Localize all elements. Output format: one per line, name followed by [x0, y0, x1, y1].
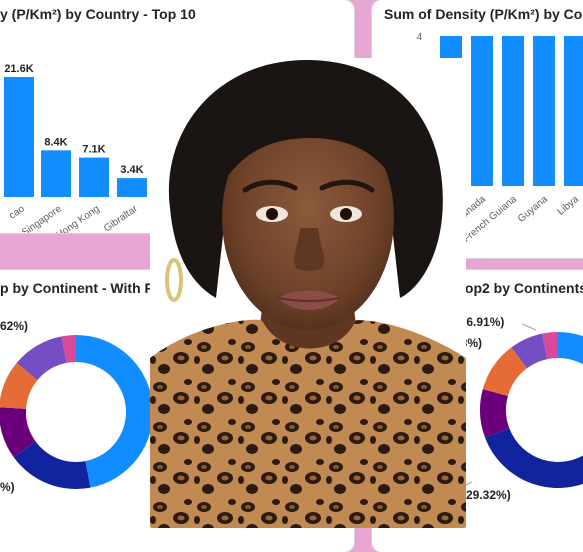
density-pop2-donut-chart [459, 323, 583, 489]
density-by-country-card: Sum of Density (P/Km²) by Coun 01234Dens… [372, 0, 583, 258]
bar [533, 36, 555, 186]
donut-slice [558, 332, 583, 365]
bar [471, 36, 493, 186]
x-tick-label: Libya [556, 194, 582, 218]
bar [117, 178, 147, 197]
donut-slice [480, 389, 510, 438]
donut-slice [511, 333, 548, 369]
donut-slice [0, 362, 38, 409]
donut-slice [16, 336, 67, 381]
chart-title-bottom-left: p by Continent - With Russi [0, 280, 183, 296]
bar [79, 157, 109, 197]
bar [564, 36, 583, 186]
x-tick-label: cao [7, 203, 27, 222]
x-tick-label: Guyana [516, 194, 550, 225]
donut-slice [76, 335, 154, 488]
leader-line [521, 323, 537, 331]
donut-label-upper: 62%) [0, 319, 29, 333]
donut-slice [484, 428, 583, 488]
x-tick-label: Hong Kong [54, 203, 101, 233]
donut-label-bottom: 29.32%) [466, 488, 511, 502]
donut-slice [482, 347, 527, 397]
bar [41, 150, 71, 197]
donut-slice [61, 335, 76, 363]
x-tick-label: French Guiana [461, 194, 519, 245]
bar-data-label: 21.6K [4, 63, 33, 75]
donut-label-lower: %) [0, 480, 15, 494]
x-tick-label: Gibraltar [102, 203, 140, 233]
bar-data-label: 8.4K [44, 136, 67, 148]
presenter-photo [150, 58, 466, 528]
donut-slice [0, 407, 36, 458]
bar-data-label: 3.4K [120, 164, 143, 176]
bar [502, 36, 524, 186]
donut-slice [542, 332, 558, 360]
donut-slice [13, 441, 91, 489]
bar [4, 77, 34, 197]
chart-title-top-left: y (P/Km²) by Country - Top 10 [0, 6, 196, 22]
chart-title-top-right: Sum of Density (P/Km²) by Coun [384, 6, 583, 22]
top-countries-bar-chart: 21.6K cao 8.4K Singapore 7.1K Hong Kong 3.4K Gi… [4, 63, 176, 233]
x-tick-label: Singapore [20, 203, 64, 233]
y-tick-label: 4 [416, 32, 422, 43]
continent-russia-donut-chart [0, 335, 154, 489]
bar-data-label: 7.1K [82, 144, 105, 156]
